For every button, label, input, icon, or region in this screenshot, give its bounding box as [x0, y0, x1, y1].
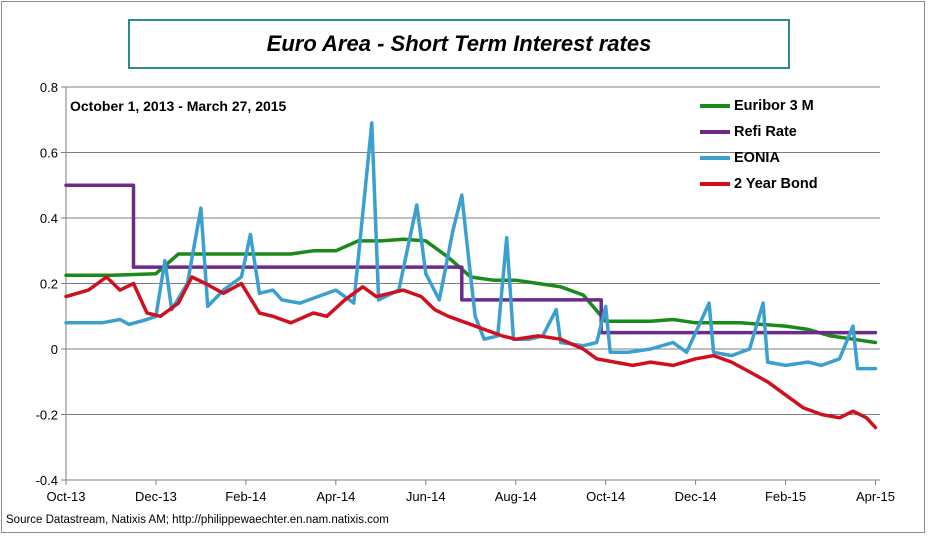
x-tick-label: Dec-13 [135, 489, 177, 504]
legend-swatch [700, 182, 730, 186]
x-tick-label: Apr-14 [316, 489, 355, 504]
source-note: Source Datastream, Natixis AM; http://ph… [6, 514, 389, 526]
legend-item-refi-rate: Refi Rate [700, 119, 818, 145]
x-tick-label: Jun-14 [406, 489, 446, 504]
legend-label: EONIA [734, 150, 780, 166]
series-group [64, 121, 878, 430]
series-line-euribor-3-m [64, 237, 878, 345]
series-line-eonia [64, 121, 878, 371]
chart-subtitle: October 1, 2013 - March 27, 2015 [70, 98, 287, 114]
y-tick-label: -0.4 [36, 473, 58, 488]
y-tick-label: 0.8 [40, 80, 58, 95]
legend-label: Euribor 3 M [734, 98, 814, 114]
series-line-2-year-bond [64, 275, 878, 430]
legend-item-2-year-bond: 2 Year Bond [700, 171, 818, 197]
chart-title-box: Euro Area - Short Term Interest rates [128, 19, 790, 69]
legend-swatch [700, 104, 730, 108]
tick-labels: -0.4 -0.2 0 0.2 0.4 0.6 0.8 Oct-13 Dec-13 Feb-14 A… [36, 80, 895, 504]
legend-label: 2 Year Bond [734, 176, 818, 192]
x-tick-label: Aug-14 [495, 489, 537, 504]
y-tick-label: -0.2 [36, 408, 58, 423]
legend: Euribor 3 M Refi Rate EONIA 2 Year Bond [700, 93, 818, 197]
y-tick-label: 0.4 [40, 211, 58, 226]
y-tick-label: 0.6 [40, 146, 58, 161]
x-tick-label: Feb-15 [765, 489, 806, 504]
x-tick-label: Oct-13 [46, 489, 85, 504]
x-tick-label: Dec-14 [675, 489, 717, 504]
chart-title: Euro Area - Short Term Interest rates [266, 31, 652, 56]
legend-label: Refi Rate [734, 124, 797, 140]
x-tick-label: Apr-15 [856, 489, 895, 504]
y-tick-label: 0 [51, 342, 58, 357]
legend-item-euribor-3-m: Euribor 3 M [700, 93, 818, 119]
legend-swatch [700, 156, 730, 160]
series-line-refi-rate [64, 183, 878, 335]
axes [61, 86, 880, 485]
legend-swatch [700, 130, 730, 134]
x-tick-label: Feb-14 [225, 489, 266, 504]
y-tick-label: 0.2 [40, 277, 58, 292]
legend-item-eonia: EONIA [700, 145, 818, 171]
x-tick-label: Oct-14 [586, 489, 625, 504]
